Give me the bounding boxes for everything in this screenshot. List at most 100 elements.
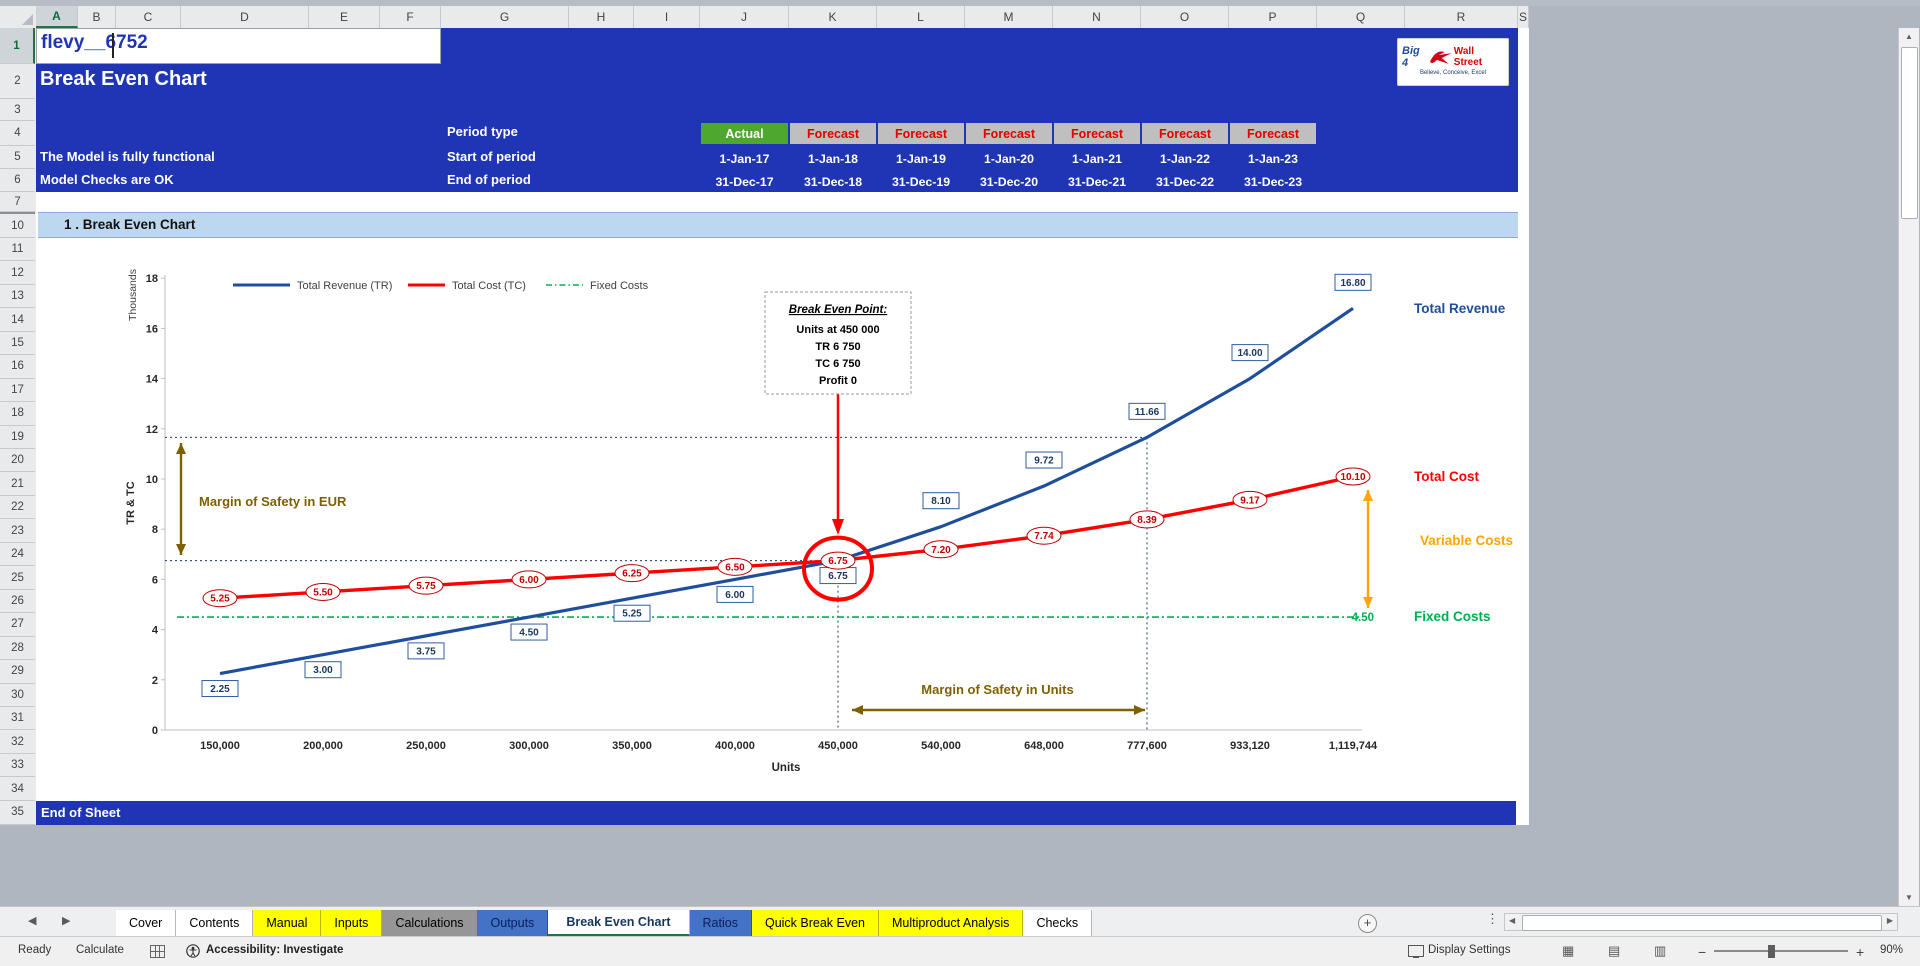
period-start-cell-7[interactable]: 1-Jan-23 [1248,151,1298,166]
display-settings-icon[interactable] [1408,945,1424,958]
horizontal-scroll-thumb[interactable] [1522,915,1882,931]
new-sheet-button[interactable]: + [1358,914,1377,933]
row-header-15[interactable]: 15 [0,332,35,356]
column-header-K[interactable]: K [789,6,877,28]
column-header-H[interactable]: H [569,6,634,28]
horizontal-scrollbar[interactable]: ◀ ▶ [1504,913,1898,931]
column-header-S[interactable]: S [1518,6,1529,28]
column-header-N[interactable]: N [1053,6,1141,28]
tab-calculations[interactable]: Calculations [382,910,478,936]
sheet-area[interactable]: flevy__6752 Break Even Chart The Model i… [36,28,1529,825]
period-end-cell-4[interactable]: 31-Dec-20 [979,174,1039,189]
row-header-23[interactable]: 23 [0,519,35,543]
tab-inputs[interactable]: Inputs [321,910,383,936]
period-start-cell-3[interactable]: 1-Jan-19 [896,151,946,166]
row-header-31[interactable]: 31 [0,707,35,731]
break-even-chart[interactable]: 0 2 4 6 8 10 12 14 16 18 150,000 200,000 250,000 300,… [122,257,1518,802]
row-header-35[interactable]: 35 [0,801,35,825]
row-header-11[interactable]: 11 [0,238,35,262]
row-header-19[interactable]: 19 [0,426,35,450]
tab-break-even-chart[interactable]: Break Even Chart [548,910,690,936]
column-header-D[interactable]: D [181,6,309,28]
row-header-30[interactable]: 30 [0,684,35,707]
accessibility-icon[interactable] [186,944,200,958]
column-header-J[interactable]: J [700,6,789,28]
vertical-scrollbar[interactable]: ▲ ▼ [1898,28,1919,906]
scroll-right-button[interactable]: ▶ [1886,916,1893,925]
tab-checks[interactable]: Checks [1023,910,1093,936]
active-cell-a1[interactable]: flevy__6752 [36,28,441,64]
period-end-cell-6[interactable]: 31-Dec-22 [1155,174,1215,189]
scroll-up-button[interactable]: ▲ [1899,28,1919,45]
period-type-cell-4[interactable]: Forecast [966,123,1052,144]
row-header-24[interactable]: 24 [0,543,35,567]
row-header-14[interactable]: 14 [0,308,35,332]
column-header-Q[interactable]: Q [1317,6,1405,28]
row-header-26[interactable]: 26 [0,590,35,614]
row-header-29[interactable]: 29 [0,660,35,684]
row-header-22[interactable]: 22 [0,496,35,520]
row-header-3[interactable]: 3 [0,99,35,121]
row-header-21[interactable]: 21 [0,473,35,496]
accessibility-status[interactable]: Accessibility: Investigate [206,944,344,956]
period-type-cell-1[interactable]: Actual [701,123,788,144]
page-break-view-icon[interactable]: ▥ [1654,943,1667,958]
tab-manual[interactable]: Manual [253,910,322,936]
page-layout-view-icon[interactable]: ▤ [1608,943,1621,958]
period-start-cell-1[interactable]: 1-Jan-17 [719,151,770,166]
zoom-slider-track[interactable] [1714,950,1848,952]
row-header-1[interactable]: 1 [0,28,35,64]
zoom-out-button[interactable]: − [1698,944,1707,960]
select-all-corner[interactable] [0,6,37,29]
row-header-13[interactable]: 13 [0,285,35,309]
period-type-cell-3[interactable]: Forecast [878,123,964,144]
column-header-E[interactable]: E [309,6,380,28]
row-header-27[interactable]: 27 [0,613,35,637]
tab-outputs[interactable]: Outputs [477,910,549,936]
row-header-2[interactable]: 2 [0,64,35,99]
row-header-16[interactable]: 16 [0,355,35,379]
tab-quick-break-even[interactable]: Quick Break Even [751,910,880,936]
vertical-scroll-thumb[interactable] [1901,47,1918,219]
row-header-20[interactable]: 20 [0,449,35,473]
column-header-G[interactable]: G [441,6,569,28]
tab-multiproduct-analysis[interactable]: Multiproduct Analysis [879,910,1024,936]
row-header-6[interactable]: 6 [0,169,35,192]
column-header-R[interactable]: R [1405,6,1518,28]
row-header-32[interactable]: 32 [0,730,35,754]
column-header-M[interactable]: M [965,6,1053,28]
scroll-left-button[interactable]: ◀ [1509,916,1516,925]
row-header-25[interactable]: 25 [0,566,35,590]
column-header-P[interactable]: P [1229,6,1317,28]
tab-overflow-icon[interactable]: ⋮ [1486,911,1499,926]
row-header-34[interactable]: 34 [0,777,35,801]
period-start-cell-5[interactable]: 1-Jan-21 [1072,151,1122,166]
period-type-cell-7[interactable]: Forecast [1230,123,1316,144]
period-start-cell-2[interactable]: 1-Jan-18 [808,151,858,166]
row-header-17[interactable]: 17 [0,379,35,403]
period-type-cell-2[interactable]: Forecast [790,123,876,144]
tab-nav-left-icon[interactable]: ◀ [28,915,37,927]
normal-view-icon[interactable]: ▦ [1562,943,1575,958]
row-header-28[interactable]: 28 [0,637,35,661]
row-header-18[interactable]: 18 [0,402,35,426]
column-header-C[interactable]: C [116,6,181,28]
period-end-cell-2[interactable]: 31-Dec-18 [803,174,863,189]
period-start-cell-4[interactable]: 1-Jan-20 [984,151,1034,166]
calculate-indicator[interactable]: Calculate [76,944,124,956]
row-header-4[interactable]: 4 [0,121,35,146]
period-end-cell-5[interactable]: 31-Dec-21 [1067,174,1127,189]
tab-ratios[interactable]: Ratios [689,910,752,936]
period-type-cell-5[interactable]: Forecast [1054,123,1140,144]
column-header-B[interactable]: B [78,6,116,28]
period-start-cell-6[interactable]: 1-Jan-22 [1160,151,1210,166]
period-end-cell-1[interactable]: 31-Dec-17 [715,174,774,189]
column-header-O[interactable]: O [1141,6,1229,28]
period-end-cell-7[interactable]: 31-Dec-23 [1243,174,1303,189]
row-header-33[interactable]: 33 [0,754,35,778]
period-end-cell-3[interactable]: 31-Dec-19 [891,174,951,189]
display-settings-label[interactable]: Display Settings [1428,944,1511,956]
tab-nav-right-icon[interactable]: ▶ [62,915,71,927]
scroll-down-button[interactable]: ▼ [1899,889,1919,906]
zoom-in-button[interactable]: + [1856,944,1865,960]
